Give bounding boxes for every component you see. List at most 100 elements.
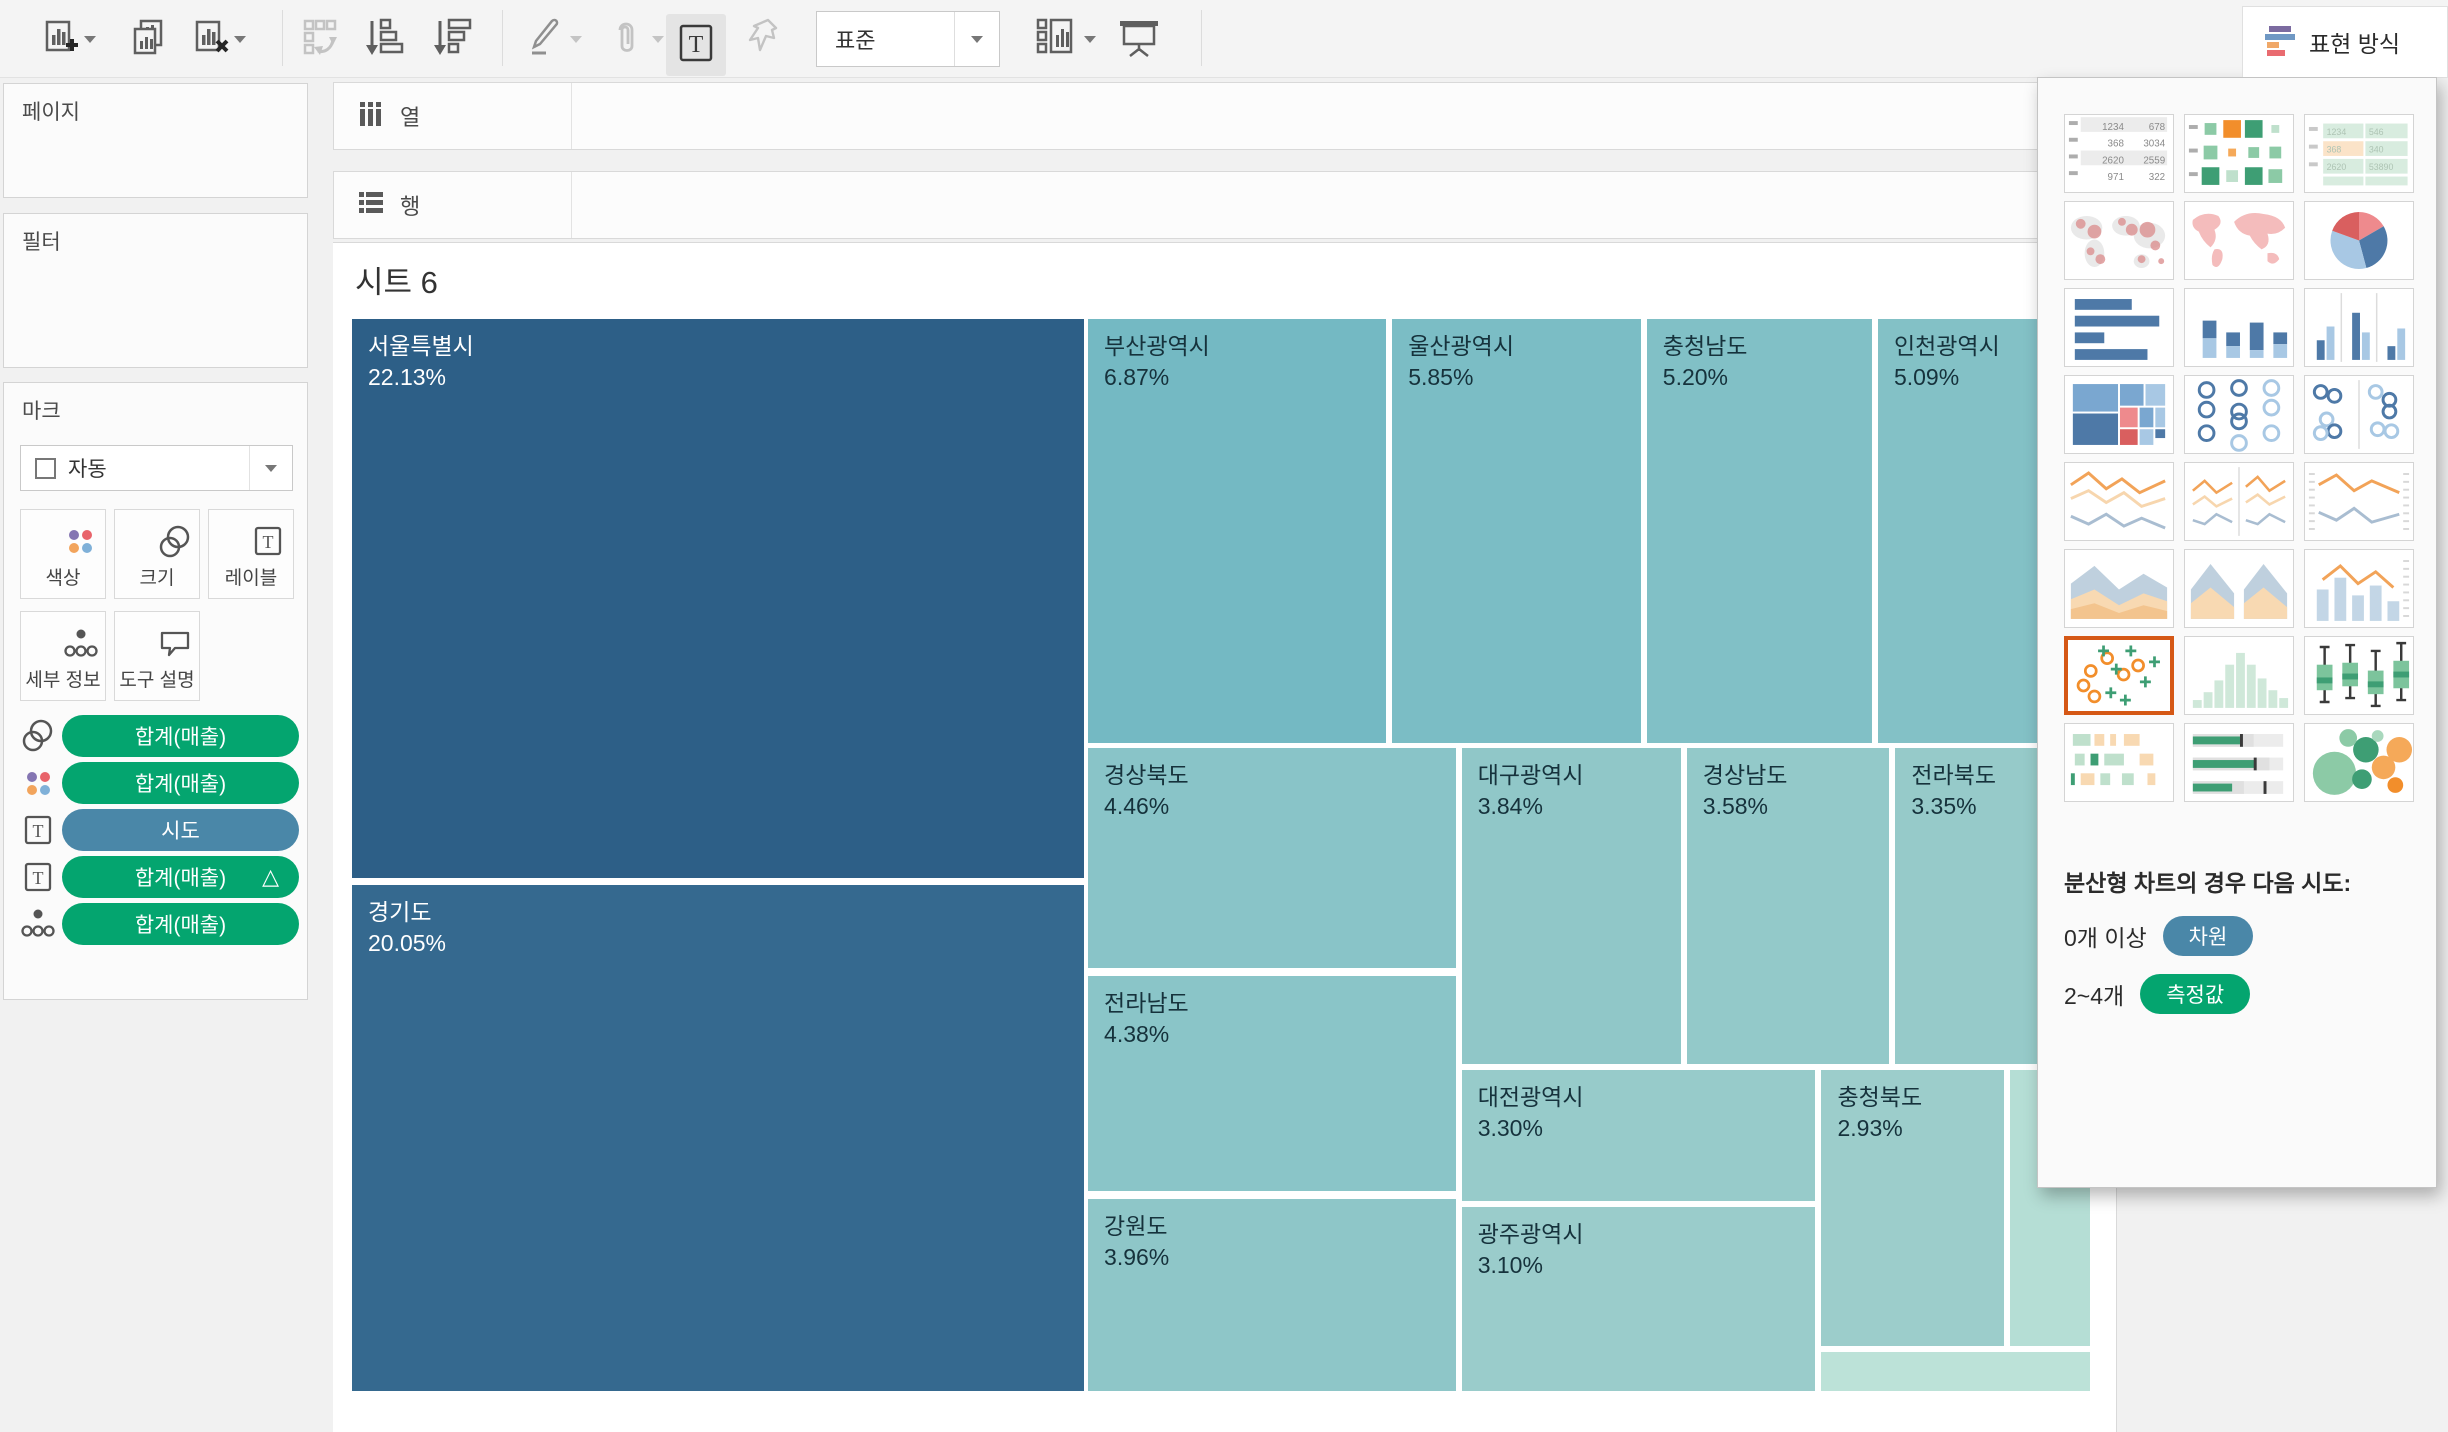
region-name: 광주광역시: [1477, 1221, 1584, 1248]
show-me-thumbnail-side-by-side-bars[interactable]: [2304, 288, 2414, 367]
show-me-thumbnail-gantt[interactable]: [2064, 723, 2174, 802]
clear-sheet-button[interactable]: [190, 14, 246, 64]
swap-rows-columns-button[interactable]: [300, 14, 344, 64]
sort-descending-button[interactable]: [430, 14, 474, 64]
region-name: 전라남도: [1104, 990, 1189, 1017]
presentation-mode-button[interactable]: [1116, 14, 1162, 64]
show-me-thumbnail-lines-discrete[interactable]: [2184, 462, 2294, 541]
region-percent: 3.96%: [1104, 1244, 1170, 1271]
cards-dropdown-icon[interactable]: [1084, 35, 1096, 43]
svg-text:2559: 2559: [2143, 155, 2165, 166]
fit-select-dropdown[interactable]: [954, 12, 999, 66]
highlight-dropdown-icon[interactable]: [570, 35, 582, 43]
region-name: 경기도: [368, 899, 432, 926]
treemap-cell[interactable]: [1821, 1351, 2090, 1391]
region-percent: 3.35%: [1911, 792, 1977, 819]
show-me-thumbnail-pie-chart[interactable]: [2304, 201, 2414, 280]
show-me-thumbnail-dual-lines[interactable]: [2304, 462, 2414, 541]
mark-type-select[interactable]: 자동: [20, 445, 293, 491]
highlight-table-icon: 1234 546 368 340 2620 53890: [2308, 122, 2409, 187]
field-pill[interactable]: 합계(매출) △: [62, 856, 299, 898]
show-me-thumbnail-filled-map[interactable]: [2184, 201, 2294, 280]
sort-ascending-button[interactable]: [362, 14, 406, 64]
show-me-thumbnail-scatter-plot[interactable]: [2064, 636, 2174, 715]
show-me-thumbnail-side-by-side-circles[interactable]: [2304, 375, 2414, 454]
field-pill[interactable]: 시도: [62, 809, 299, 851]
mark-button-size[interactable]: 크기: [114, 509, 200, 599]
show-me-thumbnail-lines-continuous[interactable]: [2064, 462, 2174, 541]
show-me-thumbnail-symbol-map[interactable]: [2064, 201, 2174, 280]
show-me-thumbnail-highlight-table[interactable]: 1234 546 368 340 2620 53890: [2304, 114, 2414, 193]
group-members-icon: [606, 16, 648, 63]
treemap-cell-강원도[interactable]: 강원도 3.96%: [1088, 1199, 1456, 1391]
duplicate-sheet-button[interactable]: [128, 14, 168, 64]
field-pill[interactable]: 합계(매출): [62, 715, 299, 757]
svg-text:2620: 2620: [2102, 155, 2124, 166]
label-icon: T: [14, 813, 62, 847]
show-me-thumbnail-dual-combination[interactable]: [2304, 549, 2414, 628]
pie-chart-icon: [2330, 212, 2388, 269]
treemap-cell-대전광역시[interactable]: 대전광역시 3.30%: [1461, 1069, 1816, 1202]
group-dropdown-icon[interactable]: [652, 35, 664, 43]
field-pill[interactable]: 합계(매출): [62, 762, 299, 804]
mark-button-label[interactable]: T 레이블: [208, 509, 294, 599]
new-worksheet-button[interactable]: [40, 14, 96, 64]
show-me-thumbnail-bullet-graph[interactable]: [2184, 723, 2294, 802]
show-me-thumbnail-horizontal-bars[interactable]: [2064, 288, 2174, 367]
show-me-thumbnail-area-discrete[interactable]: [2184, 549, 2294, 628]
show-me-thumbnail-histogram[interactable]: [2184, 636, 2294, 715]
filters-shelf[interactable]: 필터: [3, 213, 308, 368]
show-me-thumbnail-treemap[interactable]: [2064, 375, 2174, 454]
mark-button-detail[interactable]: 세부 정보: [20, 611, 106, 701]
show-me-thumbnail-heatmap[interactable]: [2184, 114, 2294, 193]
pill-row: 합계(매출): [14, 715, 299, 757]
region-name: 충청남도: [1662, 333, 1748, 359]
pages-shelf[interactable]: 페이지: [3, 83, 308, 198]
chevron-down-icon: [971, 35, 983, 43]
group-members-button[interactable]: [606, 14, 664, 64]
show-me-thumbnail-circle-views[interactable]: [2184, 375, 2294, 454]
svg-text:368: 368: [2108, 139, 2125, 150]
show-me-thumbnail-packed-bubbles[interactable]: [2304, 723, 2414, 802]
clear-sheet-dropdown-icon[interactable]: [234, 35, 246, 43]
show-mark-labels-button[interactable]: T: [666, 14, 726, 76]
treemap-cell-충청남도[interactable]: 충청남도 5.20%: [1646, 319, 1872, 743]
columns-shelf[interactable]: 열: [333, 82, 2117, 150]
treemap-cell-서울특별시[interactable]: 서울특별시 22.13%: [352, 319, 1084, 879]
toolbar: T 표준: [0, 0, 2448, 78]
svg-text:1234: 1234: [2327, 127, 2347, 137]
mark-button-label: 도구 설명: [119, 670, 195, 691]
show-me-thumbnail-stacked-bars[interactable]: [2184, 288, 2294, 367]
highlight-button[interactable]: [524, 14, 582, 64]
show-me-thumbnail-box-and-whisker[interactable]: [2304, 636, 2414, 715]
rows-shelf[interactable]: 행: [333, 171, 2117, 239]
field-pill[interactable]: 합계(매출): [62, 903, 299, 945]
treemap-cell-부산광역시[interactable]: 부산광역시 6.87%: [1088, 319, 1387, 743]
fit-select[interactable]: 표준: [816, 11, 1000, 67]
sort-ascending-icon: [362, 15, 406, 64]
mark-type-dropdown[interactable]: [249, 446, 292, 490]
box-and-whisker-icon: [2316, 641, 2410, 708]
show-me-toggle-button[interactable]: 표현 방식: [2242, 6, 2448, 77]
show-mark-labels-icon: T: [676, 22, 716, 69]
treemap-cell-경기도[interactable]: 경기도 20.05%: [352, 885, 1084, 1391]
treemap-cell-경상남도[interactable]: 경상남도 3.58%: [1686, 747, 1890, 1065]
treemap-cell-울산광역시[interactable]: 울산광역시 5.85%: [1392, 319, 1641, 743]
color-icon: [14, 766, 62, 800]
show-me-thumbnail-area-continuous[interactable]: [2064, 549, 2174, 628]
treemap-cell-대구광역시[interactable]: 대구광역시 3.84%: [1461, 747, 1681, 1065]
treemap-cell-전라남도[interactable]: 전라남도 4.38%: [1088, 976, 1456, 1192]
show-hide-cards-button[interactable]: [1034, 14, 1096, 64]
fix-axes-button[interactable]: [744, 14, 786, 64]
mark-button-color[interactable]: 색상: [20, 509, 106, 599]
treemap-cell-경상북도[interactable]: 경상북도 4.46%: [1088, 747, 1456, 968]
treemap-cell-광주광역시[interactable]: 광주광역시 3.10%: [1461, 1207, 1816, 1391]
treemap-cell-충청북도[interactable]: 충청북도 2.93%: [1821, 1069, 2004, 1346]
show-me-thumbnail-text-table[interactable]: 1234 678 368 3034 2620 2559 971 322: [2064, 114, 2174, 193]
stacked-bars-icon: [2202, 320, 2288, 358]
mark-button-tooltip[interactable]: 도구 설명: [114, 611, 200, 701]
pages-label: 페이지: [22, 101, 80, 124]
svg-text:368: 368: [2327, 145, 2342, 155]
show-me-footer-title: 분산형 차트의 경우 다음 시도:: [2064, 870, 2352, 896]
new-worksheet-dropdown-icon[interactable]: [84, 35, 96, 43]
